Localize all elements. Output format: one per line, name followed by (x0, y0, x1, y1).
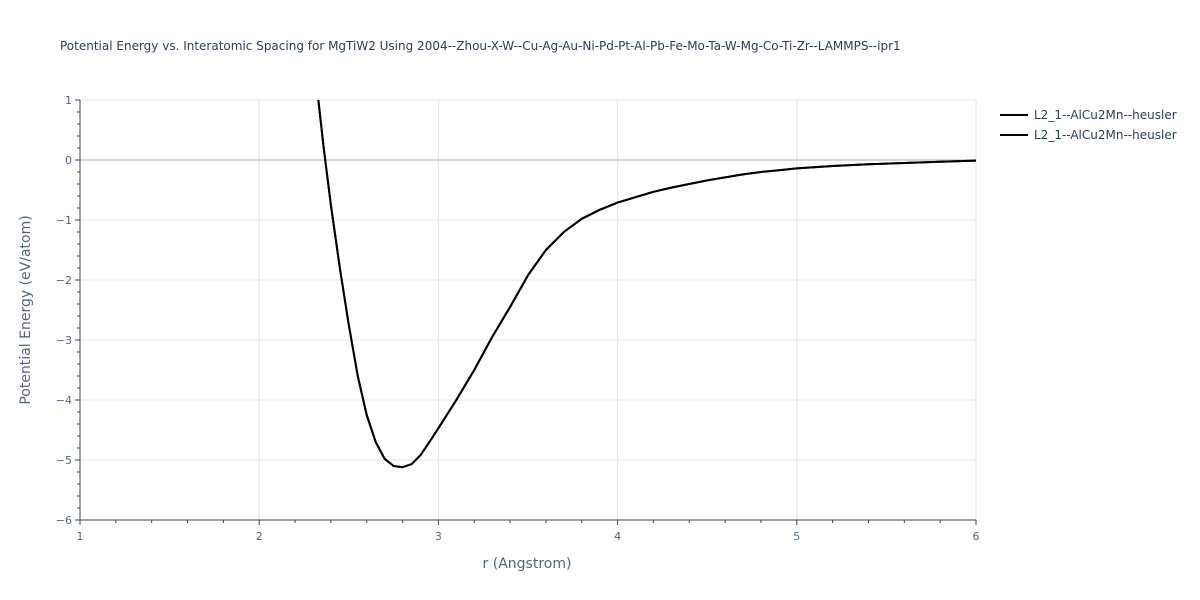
x-tick-label: 1 (77, 530, 84, 543)
y-tick-label: −1 (56, 214, 72, 227)
x-tick-label: 2 (256, 530, 263, 543)
y-tick-label: −2 (56, 274, 72, 287)
x-tick-label: 3 (435, 530, 442, 543)
y-tick-label: −4 (56, 394, 72, 407)
x-tick-label: 5 (793, 530, 800, 543)
x-tick-label: 4 (614, 530, 621, 543)
y-tick-label: −3 (56, 334, 72, 347)
plot-area (317, 100, 976, 469)
y-axis-ticks: 1 0 −1 −2 −3 −4 −5 −6 (56, 94, 80, 527)
y-tick-label: −5 (56, 454, 72, 467)
legend-label: L2_1--AlCu2Mn--heusler (1034, 128, 1177, 142)
series-line (317, 100, 976, 469)
x-tick-label: 6 (973, 530, 980, 543)
y-tick-label: 1 (65, 94, 72, 107)
y-tick-label: 0 (65, 154, 72, 167)
y-axis-title: Potential Energy (eV/atom) (18, 215, 34, 404)
legend: L2_1--AlCu2Mn--heusler L2_1--AlCu2Mn--heu… (1000, 108, 1177, 142)
x-axis-ticks: 1 2 3 4 5 6 (77, 520, 980, 543)
axes (79, 100, 976, 521)
grid-lines (80, 99, 977, 520)
x-axis-title: r (Angstrom) (483, 556, 572, 572)
chart-title: Potential Energy vs. Interatomic Spacing… (60, 39, 901, 53)
legend-label: L2_1--AlCu2Mn--heusler (1034, 108, 1177, 122)
y-tick-label: −6 (56, 514, 72, 527)
